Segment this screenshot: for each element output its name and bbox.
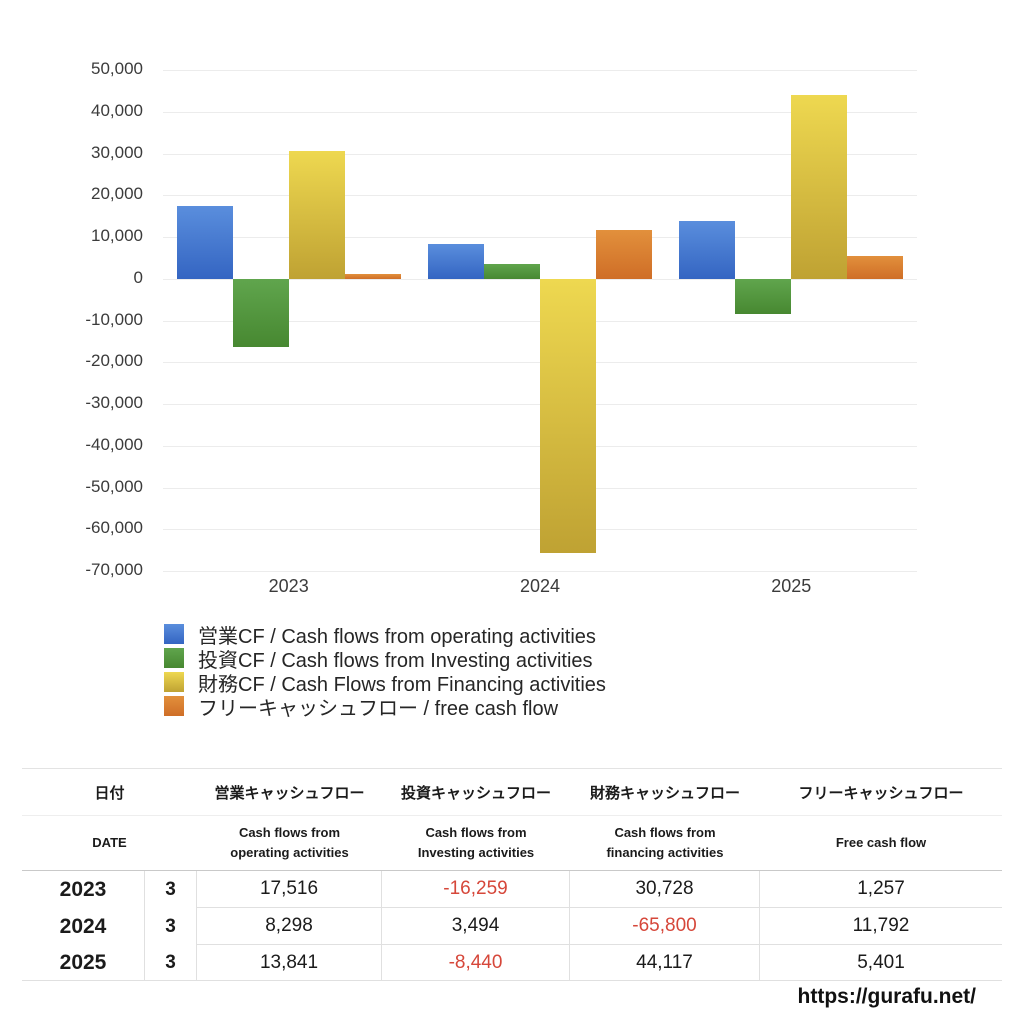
table-value-cell: -16,259: [382, 871, 570, 908]
y-axis-tick-label: -50,000: [85, 476, 143, 496]
table-value-cell: 44,117: [570, 945, 760, 981]
table-year-cell: 2023: [22, 871, 145, 908]
table-header-operating-jp: 営業キャッシュフロー: [197, 769, 382, 816]
gridline: [163, 571, 917, 572]
y-axis-tick-label: -60,000: [85, 518, 143, 538]
y-axis-labels: 50,000 40,000 30,000 20,000 10,000 0 -10,000 -2…: [0, 0, 153, 600]
bar-2025-series-3: [847, 256, 904, 279]
table-value-cell: 1,257: [760, 871, 1002, 908]
x-axis-tick-label: 2024: [519, 576, 561, 596]
legend-swatch-icon: [164, 672, 184, 692]
gridline: [163, 237, 917, 238]
table-value-cell: 17,516: [197, 871, 382, 908]
bar-2023-series-3: [344, 273, 401, 279]
y-axis-tick-label: 0: [133, 267, 143, 287]
table-header-investing-en: Cash flows from Investing activities: [382, 816, 570, 871]
y-axis-tick-label: -10,000: [85, 309, 143, 329]
table-header-financing-jp: 財務キャッシュフロー: [570, 769, 760, 816]
y-axis-tick-label: 10,000: [91, 226, 143, 245]
gridline: [163, 153, 917, 155]
table-value-cell: 5,401: [760, 945, 1002, 981]
y-axis-tick-label: 50,000: [91, 59, 143, 78]
bar-2025-series-0: [679, 221, 736, 279]
table-year-cell: 2025: [22, 945, 145, 981]
y-axis-tick-label: -30,000: [85, 393, 143, 412]
cash-flow-table: 日付 営業キャッシュフロー 投資キャッシュフロー 財務キャッシュフロー フリーキ…: [22, 768, 1002, 981]
table-header-date-en: DATE: [22, 816, 197, 871]
table-header-operating-en: Cash flows from operating activities: [197, 816, 382, 871]
y-axis-tick-label: 40,000: [91, 100, 143, 120]
table-value-cell: -8,440: [382, 945, 570, 981]
legend-item: 営業CF / Cash flows from operating activit…: [164, 622, 606, 648]
legend-item: 投資CF / Cash flows from Investing activit…: [164, 646, 606, 672]
x-axis-tick-label: 2023: [268, 576, 309, 596]
x-axis-labels: 2023 2024 2025: [0, 576, 1024, 602]
table-value-cell: 3,494: [382, 908, 570, 945]
bar-2023-series-2: [288, 150, 345, 279]
gridline: [163, 111, 917, 113]
bar-2025-series-1: [735, 278, 792, 314]
bar-2025-series-2: [791, 94, 848, 279]
gridline: [163, 195, 917, 197]
x-axis-tick-label: 2025: [771, 576, 812, 596]
chart-legend: 営業CF / Cash flows from operating activit…: [164, 622, 606, 720]
plot-area: [163, 70, 917, 572]
table-header-fcf-en: Free cash flow: [760, 816, 1002, 871]
table-header-fcf-jp: フリーキャッシュフロー: [760, 769, 1002, 816]
legend-label: 財務CF / Cash Flows from Financing activit…: [198, 673, 606, 696]
bar-2024-series-0: [428, 244, 484, 279]
gridline: [163, 70, 917, 71]
bar-2023-series-1: [232, 278, 289, 347]
table-header-financing-en: Cash flows from financing activities: [570, 816, 760, 871]
table-year-cell: 2024: [22, 908, 145, 945]
table-header-date-jp: 日付: [22, 769, 197, 816]
y-axis-tick-label: -20,000: [85, 351, 143, 371]
site-url: https://gurafu.net/: [797, 985, 976, 1008]
table-value-cell: 8,298: [197, 908, 382, 945]
y-axis-tick-label: 30,000: [91, 142, 143, 162]
table-value-cell: 11,792: [760, 908, 1002, 945]
legend-label: 営業CF / Cash flows from operating activit…: [198, 625, 596, 648]
y-axis-tick-label: -40,000: [85, 434, 143, 454]
bar-2024-series-2: [540, 278, 596, 554]
legend-swatch-icon: [164, 624, 184, 644]
table-month-cell: 3: [145, 945, 197, 981]
legend-label: フリーキャッシュフロー / free cash flow: [198, 697, 559, 720]
table-month-cell: 3: [145, 908, 197, 945]
legend-swatch-icon: [164, 696, 184, 716]
bar-2024-series-3: [596, 229, 652, 279]
table-value-cell: 30,728: [570, 871, 760, 908]
table-value-cell: 13,841: [197, 945, 382, 981]
table-header-investing-jp: 投資キャッシュフロー: [382, 769, 570, 816]
table-value-cell: -65,800: [570, 908, 760, 945]
table-month-cell: 3: [145, 871, 197, 908]
legend-swatch-icon: [164, 648, 184, 668]
legend-item: 財務CF / Cash Flows from Financing activit…: [164, 670, 606, 696]
bar-2024-series-1: [484, 264, 540, 279]
legend-label: 投資CF / Cash flows from Investing activit…: [198, 649, 593, 672]
y-axis-tick-label: -70,000: [85, 560, 143, 579]
bar-2023-series-0: [176, 205, 233, 279]
legend-item: フリーキャッシュフロー / free cash flow: [164, 694, 606, 720]
y-axis-tick-label: 20,000: [91, 184, 143, 204]
